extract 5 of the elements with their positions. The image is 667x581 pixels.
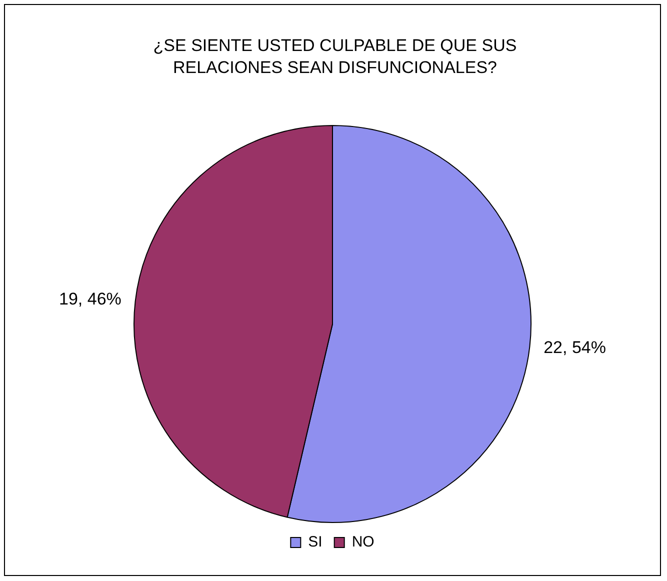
data-label: 19, 46% [59,289,122,308]
legend-label: NO [352,534,374,551]
chart-title: ¿SE SIENTE USTED CULPABLE DE QUE SUS RELACIONES SEAN DISFUNCIONALES? [152,35,518,79]
data-label: 22, 54% [544,338,606,358]
legend-label: SI [308,534,322,551]
